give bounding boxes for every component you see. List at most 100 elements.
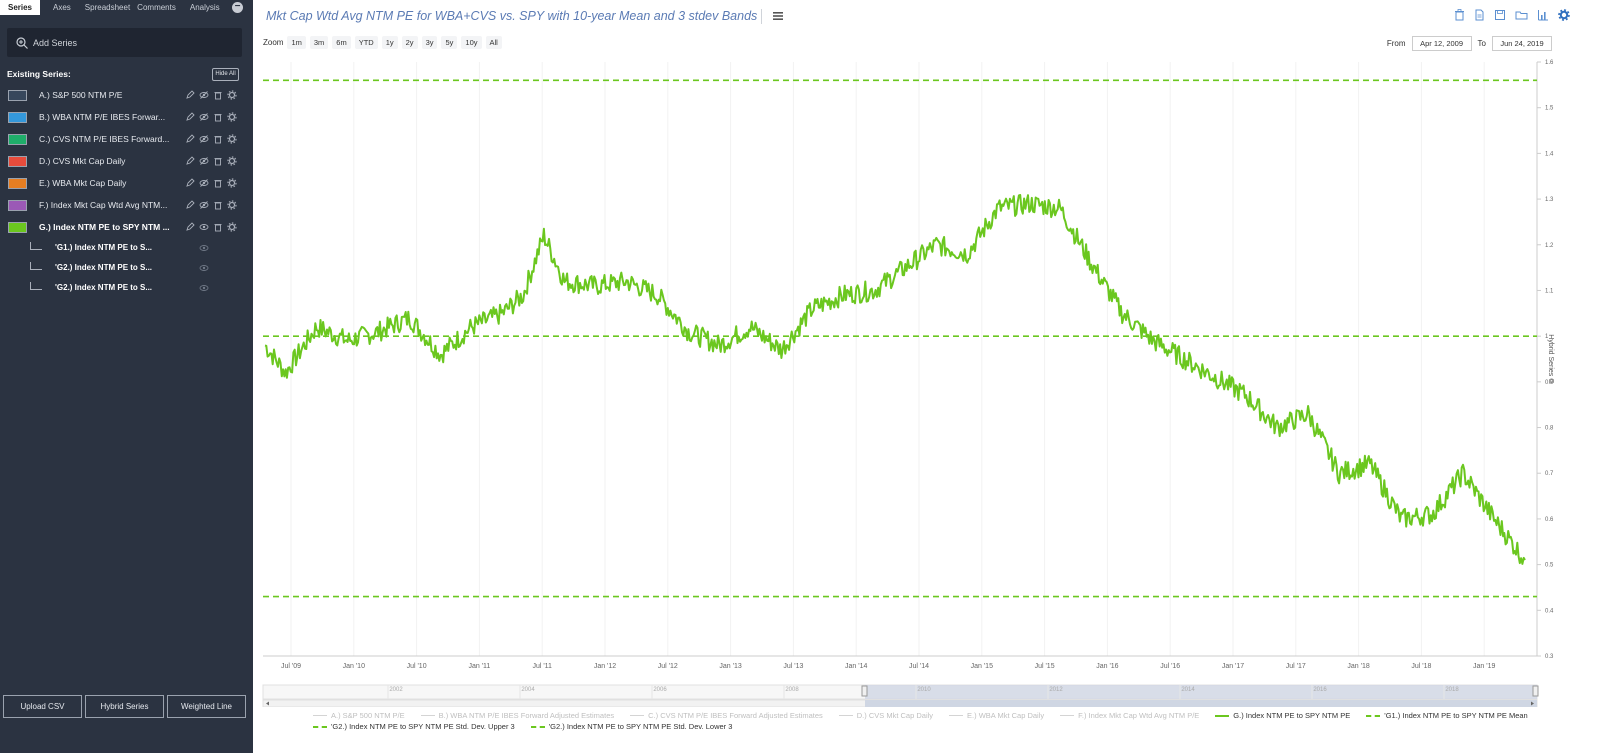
eye-slash-icon[interactable] <box>199 134 209 144</box>
tab-analysis[interactable]: Analysis <box>189 3 220 12</box>
settings-gear-icon[interactable] <box>227 200 237 210</box>
bar-chart-icon[interactable] <box>1537 9 1549 21</box>
eye-icon[interactable] <box>199 222 209 232</box>
eye-slash-icon[interactable] <box>199 156 209 166</box>
eye-icon[interactable] <box>199 263 209 273</box>
zoom-6m-button[interactable]: 6m <box>332 36 351 49</box>
hide-all-button[interactable]: Hide All <box>212 68 239 81</box>
navigator-scrollbar-thumb[interactable] <box>865 700 1537 707</box>
zoom-3y-button[interactable]: 3y <box>421 36 438 49</box>
series-row[interactable]: C.) CVS NTM P/E IBES Forward... <box>0 129 253 149</box>
zoom-ytd-button[interactable]: YTD <box>354 36 378 49</box>
series-row[interactable]: F.) Index Mkt Cap Wtd Avg NTM... <box>0 195 253 215</box>
from-date-input[interactable]: Apr 12, 2009 <box>1411 36 1472 51</box>
trash-icon[interactable] <box>213 156 223 166</box>
add-series-input[interactable]: Add Series <box>7 28 242 57</box>
settings-gear-icon[interactable] <box>227 134 237 144</box>
trash-icon[interactable] <box>213 200 223 210</box>
hamburger-menu-icon[interactable] <box>772 10 784 22</box>
series-row[interactable]: G.) Index NTM PE to SPY NTM ... <box>0 217 253 237</box>
trash-icon[interactable] <box>213 134 223 144</box>
add-series-placeholder: Add Series <box>33 37 78 48</box>
legend-item[interactable]: G.) Index NTM PE to SPY NTM PE <box>1215 711 1350 720</box>
folder-icon[interactable] <box>1515 9 1528 21</box>
legend-item[interactable]: 'G1.) Index NTM PE to SPY NTM PE Mean <box>1366 711 1528 720</box>
upload-csv-button[interactable]: Upload CSV <box>3 695 82 718</box>
gear-icon[interactable] <box>1558 9 1570 21</box>
eye-slash-icon[interactable] <box>199 90 209 100</box>
settings-gear-icon[interactable] <box>227 178 237 188</box>
navigator-handle-right[interactable] <box>1532 685 1539 697</box>
scroll-right-arrow-icon[interactable] <box>1531 701 1534 706</box>
navigator-selection[interactable] <box>865 685 1537 699</box>
series-label: E.) WBA Mkt Cap Daily <box>39 178 127 188</box>
legend-item[interactable]: C.) CVS NTM P/E IBES Forward Adjusted Es… <box>630 711 823 720</box>
series-color-swatch[interactable] <box>8 89 27 101</box>
series-color-swatch[interactable] <box>8 177 27 189</box>
series-row[interactable]: B.) WBA NTM P/E IBES Forwar... <box>0 107 253 127</box>
trash-icon[interactable] <box>213 112 223 122</box>
series-color-swatch[interactable] <box>8 155 27 167</box>
tab-comments[interactable]: Comments <box>137 3 176 12</box>
eye-slash-icon[interactable] <box>199 200 209 210</box>
legend-item[interactable]: 'G2.) Index NTM PE to SPY NTM PE Std. De… <box>530 722 732 731</box>
edit-pencil-icon[interactable] <box>185 134 195 144</box>
legend-marker <box>1366 714 1381 717</box>
series-line-g[interactable] <box>264 194 1526 565</box>
zoom-10y-button[interactable]: 10y <box>461 36 482 49</box>
legend-item[interactable]: 'G2.) Index NTM PE to SPY NTM PE Std. De… <box>313 722 515 731</box>
eye-slash-icon[interactable] <box>199 178 209 188</box>
edit-pencil-icon[interactable] <box>185 156 195 166</box>
zoom-1m-button[interactable]: 1m <box>287 36 306 49</box>
settings-gear-icon[interactable] <box>227 222 237 232</box>
zoom-3m-button[interactable]: 3m <box>309 36 329 49</box>
legend-item[interactable]: D.) CVS Mkt Cap Daily <box>838 711 933 720</box>
subseries-row[interactable]: 'G2.) Index NTM PE to S... <box>0 259 253 277</box>
eye-icon[interactable] <box>199 283 209 293</box>
eye-slash-icon[interactable] <box>199 112 209 122</box>
edit-pencil-icon[interactable] <box>185 178 195 188</box>
edit-pencil-icon[interactable] <box>185 112 195 122</box>
legend-item[interactable]: B.) WBA NTM P/E IBES Forward Adjusted Es… <box>420 711 614 720</box>
edit-pencil-icon[interactable] <box>185 90 195 100</box>
legend-item[interactable]: E.) WBA Mkt Cap Daily <box>949 711 1044 720</box>
tab-series[interactable]: Series <box>0 0 40 15</box>
series-color-swatch[interactable] <box>8 111 27 123</box>
trash-icon[interactable] <box>1454 9 1465 21</box>
hybrid-series-button[interactable]: Hybrid Series <box>85 695 164 718</box>
zoom-2y-button[interactable]: 2y <box>401 36 418 49</box>
eye-icon[interactable] <box>199 243 209 253</box>
trash-icon[interactable] <box>213 90 223 100</box>
tab-axes[interactable]: Axes <box>53 3 71 12</box>
to-date-input[interactable]: Jun 24, 2019 <box>1492 36 1552 51</box>
edit-pencil-icon[interactable] <box>185 200 195 210</box>
series-row[interactable]: A.) S&P 500 NTM P/E <box>0 85 253 105</box>
settings-gear-icon[interactable] <box>227 90 237 100</box>
document-icon[interactable] <box>1474 9 1485 21</box>
settings-gear-icon[interactable] <box>227 156 237 166</box>
subseries-row[interactable]: 'G2.) Index NTM PE to S... <box>0 279 253 297</box>
legend-item[interactable]: F.) Index Mkt Cap Wtd Avg NTM P/E <box>1060 711 1199 720</box>
series-row[interactable]: E.) WBA Mkt Cap Daily <box>0 173 253 193</box>
series-row[interactable]: D.) CVS Mkt Cap Daily <box>0 151 253 171</box>
collapse-panel-button[interactable]: − <box>232 2 243 13</box>
navigator-handle-left[interactable] <box>861 685 868 697</box>
subseries-row[interactable]: 'G1.) Index NTM PE to S... <box>0 239 253 257</box>
zoom-all-button[interactable]: All <box>485 36 502 49</box>
scroll-left-arrow-icon[interactable] <box>266 701 269 706</box>
trash-icon[interactable] <box>213 222 223 232</box>
legend-item[interactable]: A.) S&P 500 NTM P/E <box>313 711 405 720</box>
edit-pencil-icon[interactable] <box>185 222 195 232</box>
series-color-swatch[interactable] <box>8 221 27 233</box>
to-label: To <box>1477 39 1486 48</box>
trash-icon[interactable] <box>213 178 223 188</box>
x-tick-label: Jul '12 <box>658 663 678 670</box>
zoom-1y-button[interactable]: 1y <box>381 36 398 49</box>
series-color-swatch[interactable] <box>8 133 27 145</box>
zoom-5y-button[interactable]: 5y <box>441 36 458 49</box>
series-color-swatch[interactable] <box>8 199 27 211</box>
save-icon[interactable] <box>1494 9 1506 21</box>
weighted-line-button[interactable]: Weighted Line <box>167 695 246 718</box>
tab-spreadsheet[interactable]: Spreadsheet <box>84 3 131 12</box>
settings-gear-icon[interactable] <box>227 112 237 122</box>
